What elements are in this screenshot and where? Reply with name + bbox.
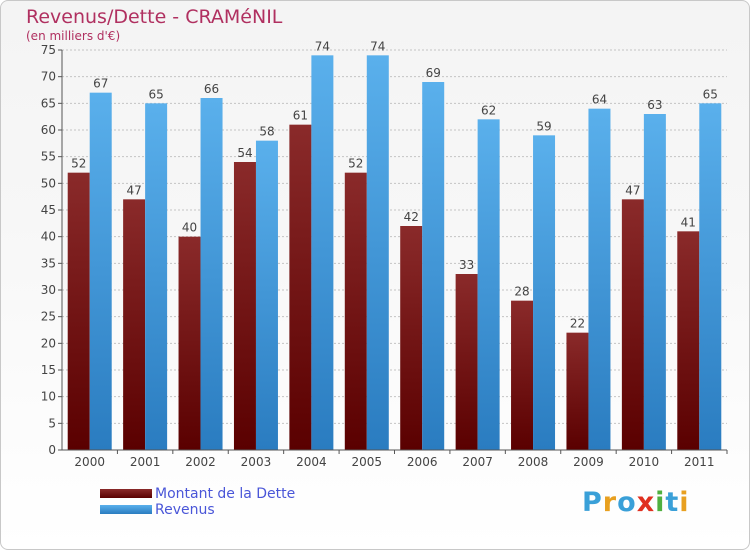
- bar-revenus: [200, 98, 223, 450]
- data-label: 28: [514, 285, 529, 299]
- data-label: 47: [126, 183, 141, 197]
- bar-revenus: [422, 82, 445, 450]
- data-label: 74: [370, 39, 385, 53]
- data-label: 65: [148, 87, 163, 101]
- y-tick-label: 20: [41, 336, 56, 350]
- data-label: 54: [237, 146, 252, 160]
- logo-letter: i: [679, 487, 690, 518]
- x-tick-label: 2011: [684, 455, 715, 469]
- x-tick-label: 2001: [130, 455, 161, 469]
- bar-debt: [123, 199, 146, 450]
- y-tick-label: 65: [41, 96, 56, 110]
- logo-letter: o: [617, 487, 637, 518]
- data-label: 47: [625, 183, 640, 197]
- data-label: 69: [426, 66, 441, 80]
- bar-debt: [233, 162, 256, 450]
- logo-letter: t: [665, 487, 680, 518]
- data-label: 58: [259, 125, 274, 139]
- y-tick-label: 5: [48, 416, 56, 430]
- bar-debt: [344, 172, 367, 450]
- logo-letter: P: [582, 487, 603, 518]
- data-label: 42: [404, 210, 419, 224]
- data-label: 74: [315, 39, 330, 53]
- x-tick-label: 2006: [407, 455, 438, 469]
- legend-label-revenus: Revenus: [155, 502, 215, 518]
- bar-revenus: [699, 103, 722, 450]
- bar-revenus: [533, 135, 556, 451]
- data-label: 67: [93, 77, 108, 91]
- y-tick-label: 60: [41, 123, 56, 137]
- bar-debt: [67, 172, 90, 450]
- data-label: 59: [536, 119, 551, 133]
- y-tick-label: 75: [41, 43, 56, 57]
- y-tick-label: 70: [41, 70, 56, 84]
- legend-swatch-debt: [100, 489, 152, 498]
- bar-debt: [178, 236, 201, 450]
- bar-revenus: [588, 108, 611, 451]
- bar-revenus: [366, 55, 389, 450]
- bar-debt: [566, 332, 589, 450]
- x-tick-label: 2009: [573, 455, 604, 469]
- logo-letter: i: [655, 487, 666, 518]
- data-label: 62: [481, 103, 496, 117]
- chart-title: Revenus/Dette - CRAMéNIL: [26, 6, 283, 28]
- y-tick-label: 25: [41, 310, 56, 324]
- chart-subtitle: (en milliers d'€): [26, 29, 121, 43]
- y-tick-label: 30: [41, 283, 56, 297]
- logo-letter: x: [636, 487, 656, 518]
- data-label: 41: [681, 215, 696, 229]
- bar-revenus: [643, 114, 666, 450]
- y-tick-label: 50: [41, 176, 56, 190]
- bar-revenus: [145, 103, 168, 450]
- legend-swatch-revenus: [100, 505, 152, 514]
- y-tick-label: 45: [41, 203, 56, 217]
- data-label: 66: [204, 82, 219, 96]
- y-tick-label: 40: [41, 230, 56, 244]
- data-label: 33: [459, 258, 474, 272]
- x-tick-label: 2010: [629, 455, 660, 469]
- data-label: 52: [348, 157, 363, 171]
- bar-debt: [511, 300, 534, 450]
- bar-debt: [677, 231, 700, 450]
- bar-debt: [400, 226, 423, 450]
- data-label: 61: [293, 109, 308, 123]
- x-tick-label: 2000: [74, 455, 105, 469]
- y-tick-label: 10: [41, 390, 56, 404]
- x-tick-label: 2007: [462, 455, 493, 469]
- data-label: 52: [71, 157, 86, 171]
- data-label: 64: [592, 93, 607, 107]
- x-tick-label: 2002: [185, 455, 216, 469]
- x-tick-label: 2008: [518, 455, 549, 469]
- x-tick-label: 2004: [296, 455, 327, 469]
- y-tick-label: 55: [41, 150, 56, 164]
- y-tick-label: 0: [48, 443, 56, 457]
- proxiti-logo: Proxiti: [582, 487, 690, 518]
- bar-revenus: [477, 119, 500, 450]
- logo-letter: r: [602, 487, 618, 518]
- bar-revenus: [255, 140, 278, 450]
- legend-label-debt: Montant de la Dette: [155, 486, 296, 502]
- data-label: 40: [182, 221, 197, 235]
- data-label: 63: [647, 98, 662, 112]
- data-label: 65: [703, 87, 718, 101]
- bar-debt: [455, 274, 478, 450]
- x-tick-label: 2005: [352, 455, 383, 469]
- bar-debt: [289, 124, 312, 451]
- bar-revenus: [89, 92, 112, 451]
- x-tick-label: 2003: [241, 455, 272, 469]
- data-label: 22: [570, 317, 585, 331]
- y-tick-label: 15: [41, 363, 56, 377]
- bar-revenus: [311, 55, 334, 450]
- y-tick-label: 35: [41, 256, 56, 270]
- bar-debt: [621, 199, 644, 450]
